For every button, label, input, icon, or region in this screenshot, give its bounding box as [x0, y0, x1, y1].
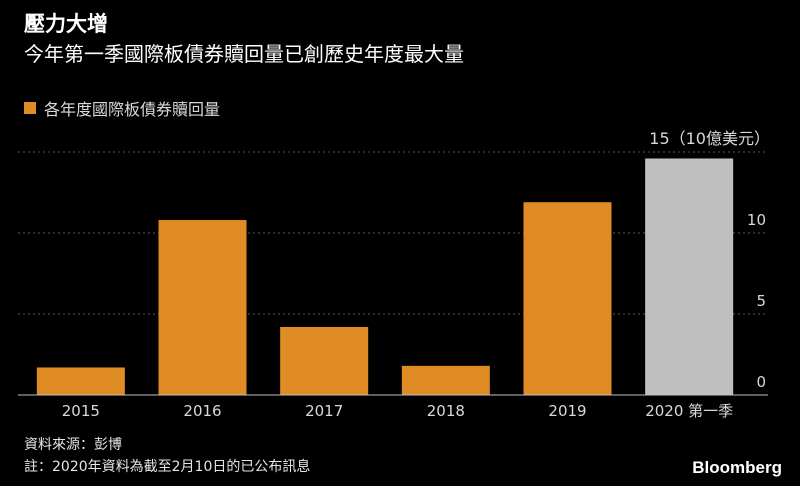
legend-swatch — [24, 102, 36, 114]
source-note: 資料來源：彭博 — [24, 437, 122, 453]
x-tick-label: 2016 — [183, 402, 221, 420]
bar — [401, 365, 490, 395]
x-tick-label: 2017 — [305, 402, 343, 420]
y-tick-label: 0 — [756, 373, 766, 391]
chart-subtitle: 今年第一季國際板債券贖回量已創歷史年度最大量 — [24, 42, 464, 66]
bar — [280, 326, 369, 395]
x-tick-label: 2018 — [427, 402, 465, 420]
bar — [158, 220, 247, 395]
footnote: 註：2020年資料為截至2月10日的已公布訊息 — [24, 459, 311, 475]
y-axis-unit-label: 15（10億美元） — [649, 129, 770, 148]
x-tick-label: 2020 第一季 — [645, 402, 733, 420]
x-tick-label: 2019 — [548, 402, 586, 420]
bar — [36, 367, 125, 395]
y-tick-label: 5 — [756, 292, 766, 310]
bar — [645, 158, 734, 395]
chart-title: 壓力大增 — [24, 12, 108, 36]
bloomberg-logo: Bloomberg — [692, 458, 782, 477]
x-tick-label: 2015 — [62, 402, 100, 420]
bar — [523, 202, 612, 395]
legend: 各年度國際板債券贖回量 — [24, 96, 220, 120]
y-tick-label: 10 — [747, 211, 766, 229]
legend-label: 各年度國際板債券贖回量 — [44, 100, 221, 119]
